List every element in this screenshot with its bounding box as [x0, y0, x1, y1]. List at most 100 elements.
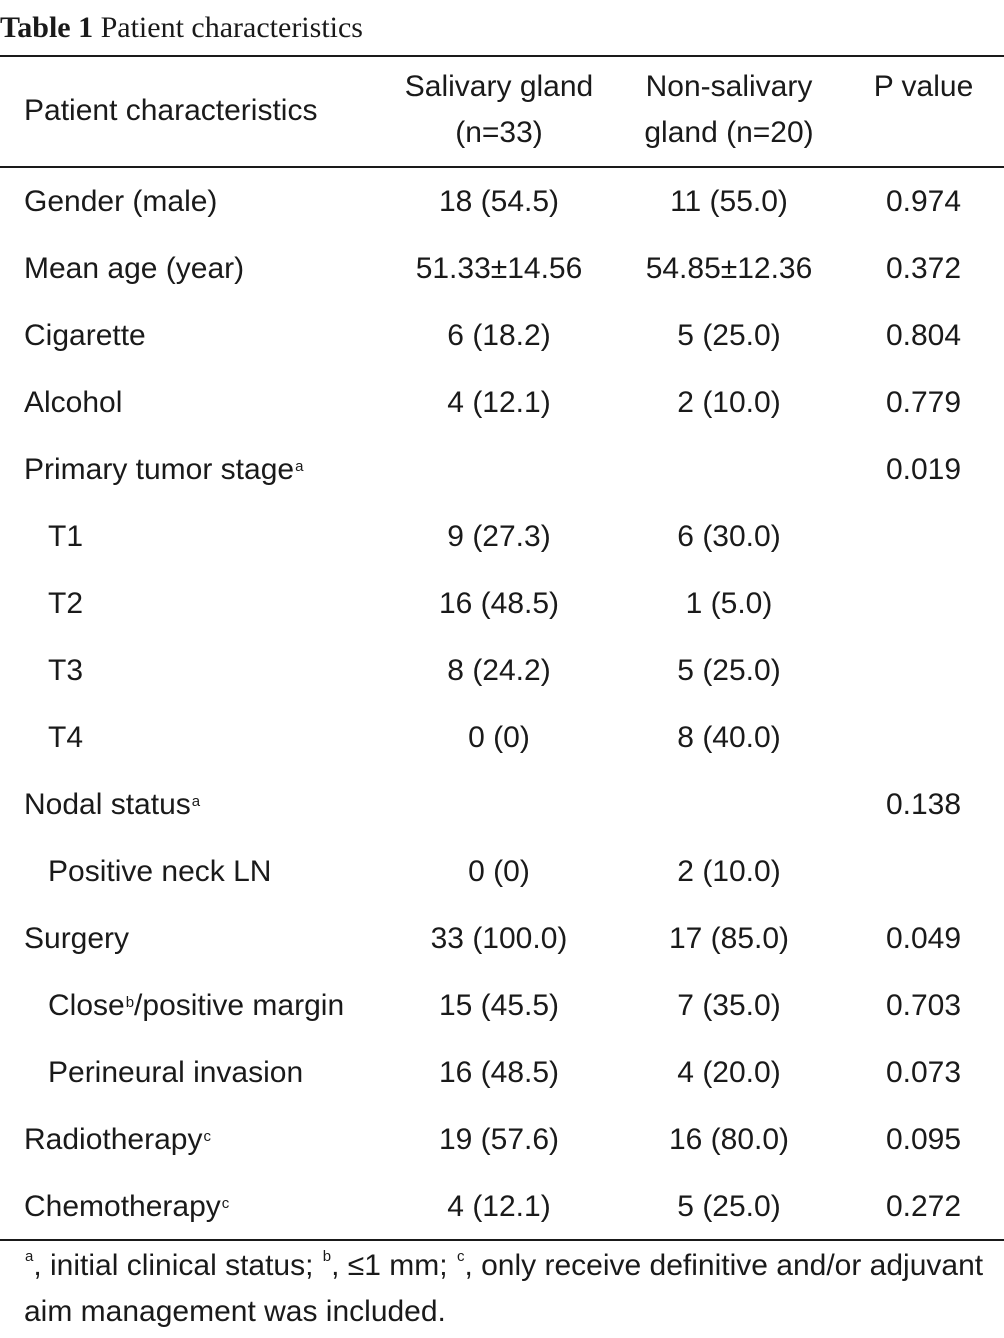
- row-label: Chemotherapyc: [24, 1173, 229, 1240]
- footnote-text-b: , ≤1 mm;: [331, 1249, 456, 1282]
- p-value: 0.095: [885, 1123, 962, 1156]
- p-value: 0.019: [885, 453, 962, 486]
- table-row: Chemotherapyc 4 (12.1) 5 (25.0) 0.272: [0, 1173, 1004, 1240]
- p-value: 0.049: [885, 922, 962, 955]
- salivary-value: 0 (0): [468, 721, 530, 754]
- non-salivary-value: 2 (10.0): [677, 386, 781, 419]
- non-salivary-value: 17 (85.0): [668, 922, 790, 955]
- row-label-text: Nodal status: [24, 788, 191, 821]
- footnote-marker: a: [191, 793, 201, 810]
- footnote-marker: a: [295, 458, 304, 475]
- footnote-marker: c: [203, 1128, 211, 1145]
- salivary-value: 16 (48.5): [438, 1056, 560, 1089]
- row-label: Radiotherapyc: [24, 1106, 211, 1173]
- row-label: Closeb/positive margin: [48, 972, 344, 1039]
- header-p-value: P value: [873, 70, 974, 103]
- table-footnote: a, initial clinical status; b, ≤1 mm; c,…: [24, 1243, 999, 1335]
- table-row: Radiotherapyc 19 (57.6) 16 (80.0) 0.095: [0, 1106, 1004, 1173]
- salivary-value: 9 (27.3): [447, 520, 551, 553]
- table-row: Perineural invasion 16 (48.5) 4 (20.0) 0…: [0, 1039, 1004, 1106]
- salivary-value: 16 (48.5): [438, 587, 560, 620]
- non-salivary-value: 54.85±12.36: [645, 252, 813, 285]
- non-salivary-value: 8 (40.0): [677, 721, 781, 754]
- table-row: Cigarette 6 (18.2) 5 (25.0) 0.804: [0, 302, 1004, 369]
- row-label: Perineural invasion: [48, 1056, 304, 1089]
- row-label: Gender (male): [24, 185, 218, 218]
- footnote-mark-a: a: [25, 1248, 34, 1265]
- footnote-text-a: , initial clinical status;: [33, 1249, 322, 1282]
- row-label-text: Close: [48, 989, 125, 1022]
- header-rule: [0, 166, 1004, 168]
- non-salivary-value: 5 (25.0): [677, 1190, 781, 1223]
- table-row: Nodal statusa 0.138: [0, 771, 1004, 838]
- table-row: Primary tumor stagea 0.019: [0, 436, 1004, 503]
- salivary-value: 15 (45.5): [438, 989, 560, 1022]
- row-label: Alcohol: [24, 386, 123, 419]
- salivary-value: 33 (100.0): [430, 922, 568, 955]
- salivary-value: 0 (0): [468, 855, 530, 888]
- row-label: T1: [48, 520, 84, 553]
- p-value: 0.779: [885, 386, 962, 419]
- p-value: 0.272: [885, 1190, 962, 1223]
- non-salivary-value: 2 (10.0): [677, 855, 781, 888]
- p-value: 0.073: [885, 1056, 962, 1089]
- salivary-value: 51.33±14.56: [415, 252, 583, 285]
- header-non-salivary: Non-salivary gland (n=20): [615, 64, 843, 156]
- non-salivary-value: 5 (25.0): [677, 319, 781, 352]
- non-salivary-value: 1 (5.0): [685, 587, 773, 620]
- bottom-rule: [0, 1239, 1004, 1241]
- non-salivary-value: 4 (20.0): [677, 1056, 781, 1089]
- header-salivary-line1: Salivary gland: [404, 70, 594, 103]
- row-label-text: Primary tumor stage: [24, 453, 295, 486]
- row-label: Cigarette: [24, 319, 146, 352]
- row-label-text: Chemotherapy: [24, 1190, 221, 1223]
- header-non-salivary-line2: gland (n=20): [644, 116, 814, 149]
- salivary-value: 8 (24.2): [447, 654, 551, 687]
- table-row: Mean age (year) 51.33±14.56 54.85±12.36 …: [0, 235, 1004, 302]
- table-title: Patient characteristics: [100, 11, 363, 44]
- non-salivary-value: 5 (25.0): [677, 654, 781, 687]
- table-label: Table 1: [0, 11, 94, 44]
- p-value: 0.138: [885, 788, 962, 821]
- table-row: T1 9 (27.3) 6 (30.0): [0, 503, 1004, 570]
- row-label: T2: [48, 587, 84, 620]
- table-row: Positive neck LN 0 (0) 2 (10.0): [0, 838, 1004, 905]
- p-value: 0.974: [885, 185, 962, 218]
- top-rule: [0, 55, 1004, 57]
- row-label: Surgery: [24, 922, 130, 955]
- footnote-text-c: , only receive definitive and/or adjuvan…: [24, 1249, 984, 1328]
- footnote-mark-b: b: [322, 1248, 332, 1265]
- p-value: 0.804: [885, 319, 962, 352]
- header-characteristics: Patient characteristics: [24, 94, 318, 127]
- salivary-value: 19 (57.6): [438, 1123, 560, 1156]
- table-row: T4 0 (0) 8 (40.0): [0, 704, 1004, 771]
- row-label: Mean age (year): [24, 252, 245, 285]
- row-label-text: Radiotherapy: [24, 1123, 203, 1156]
- header-salivary-line2: (n=33): [455, 116, 543, 149]
- row-label: Positive neck LN: [48, 855, 272, 888]
- salivary-value: 4 (12.1): [447, 386, 551, 419]
- header-non-salivary-line1: Non-salivary: [645, 70, 813, 103]
- row-label: T3: [48, 654, 84, 687]
- salivary-value: 6 (18.2): [447, 319, 551, 352]
- footnote-mark-c: c: [456, 1248, 465, 1265]
- footnote-marker: b: [125, 994, 135, 1011]
- salivary-value: 18 (54.5): [438, 185, 560, 218]
- table-row: Closeb/positive margin 15 (45.5) 7 (35.0…: [0, 972, 1004, 1039]
- row-label: Primary tumor stagea: [24, 436, 303, 503]
- row-label: Nodal statusa: [24, 771, 200, 838]
- p-value: 0.372: [885, 252, 962, 285]
- footnote-marker: c: [221, 1195, 230, 1212]
- non-salivary-value: 16 (80.0): [668, 1123, 790, 1156]
- non-salivary-value: 6 (30.0): [677, 520, 781, 553]
- non-salivary-value: 7 (35.0): [677, 989, 781, 1022]
- header-salivary: Salivary gland (n=33): [383, 64, 615, 156]
- salivary-value: 4 (12.1): [447, 1190, 551, 1223]
- table-caption: Table 1 Patient characteristics: [0, 6, 1004, 50]
- row-label-suffix: /positive margin: [134, 989, 345, 1022]
- table-header: Patient characteristics Salivary gland (…: [0, 64, 1004, 160]
- table-row: Alcohol 4 (12.1) 2 (10.0) 0.779: [0, 369, 1004, 436]
- p-value: 0.703: [885, 989, 962, 1022]
- table-row: Surgery 33 (100.0) 17 (85.0) 0.049: [0, 905, 1004, 972]
- row-label: T4: [48, 721, 84, 754]
